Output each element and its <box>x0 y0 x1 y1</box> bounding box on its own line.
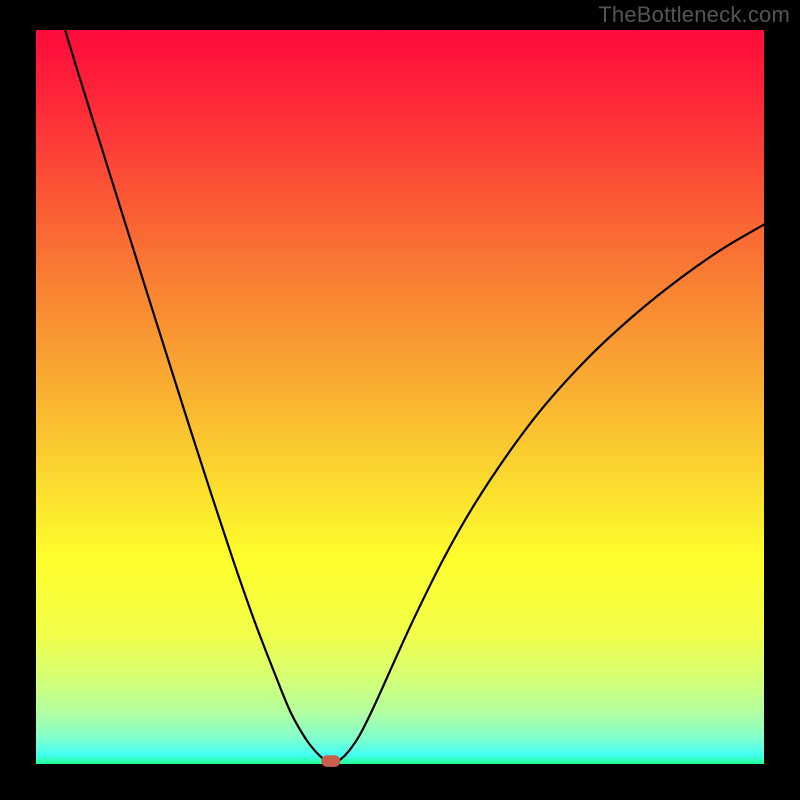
chart-svg <box>0 0 800 800</box>
bottleneck-chart: TheBottleneck.com <box>0 0 800 800</box>
optimum-marker <box>321 755 340 767</box>
watermark-text: TheBottleneck.com <box>598 2 790 28</box>
